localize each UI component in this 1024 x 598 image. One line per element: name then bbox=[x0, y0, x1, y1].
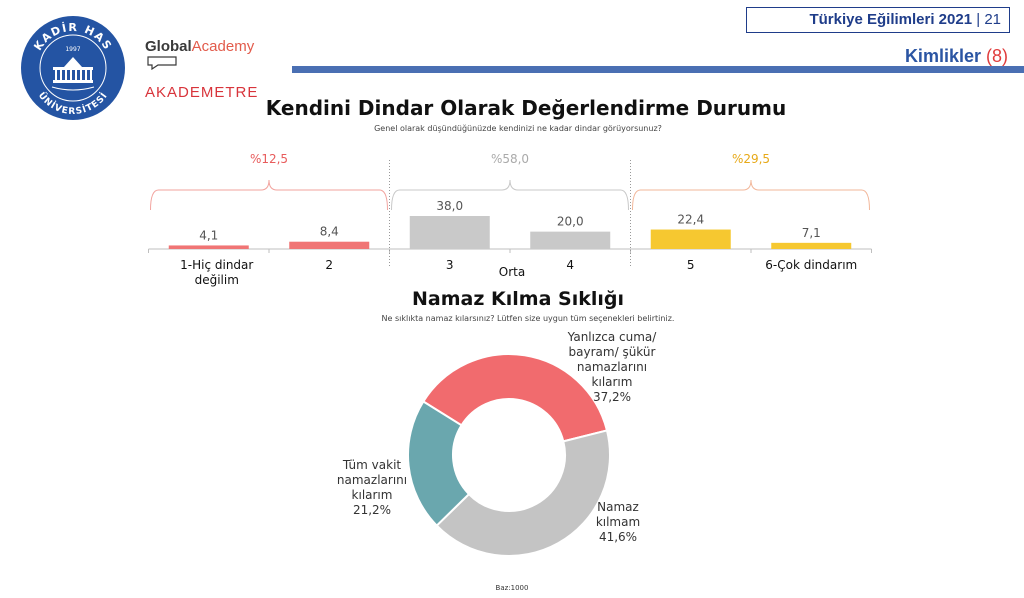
slice-category-label: Yanlızca cuma/ bbox=[567, 330, 658, 344]
title-separator: | bbox=[976, 11, 981, 28]
bar-value-label: 22,4 bbox=[677, 213, 704, 227]
category-label: 1-Hiç dindar bbox=[180, 258, 253, 272]
global-academy-logo: GlobalAcademy bbox=[145, 38, 254, 55]
section-name: Kimlikler bbox=[904, 46, 981, 66]
building-icon bbox=[51, 57, 95, 91]
category-label: 4 bbox=[566, 258, 574, 272]
category-label: 2 bbox=[325, 258, 333, 272]
slice-category-label: Namaz bbox=[597, 500, 639, 514]
category-label: değilim bbox=[195, 273, 239, 287]
slice-category-label: kılarım bbox=[352, 488, 393, 502]
slice-category-label: kılmam bbox=[596, 515, 640, 529]
section-number: (8) bbox=[986, 46, 1008, 66]
bar bbox=[168, 245, 249, 249]
chart2-subtitle: Ne sıklıkta namaz kılarsınız? Lütfen siz… bbox=[381, 314, 675, 323]
group-total-label: %12,5 bbox=[250, 152, 288, 166]
donut-slice bbox=[421, 353, 609, 443]
slice-category-label: namazlarını bbox=[337, 473, 407, 487]
university-seal-logo: KADİR HAS ÜNİVERSİTESİ 1997 bbox=[21, 16, 125, 120]
base-note: Baz:1000 bbox=[495, 584, 529, 592]
chart1-subtitle: Genel olarak düşündüğünüzde kendinizi ne… bbox=[374, 124, 662, 133]
slice-category-label: Tüm vakit bbox=[342, 458, 402, 472]
donut-slice bbox=[435, 429, 611, 557]
group-bracket bbox=[150, 179, 388, 211]
bar bbox=[771, 242, 852, 249]
group-total-label: %58,0 bbox=[491, 152, 529, 166]
group-bracket bbox=[632, 179, 870, 211]
header-bar bbox=[292, 66, 1024, 73]
slice-category-label: bayram/ şükür bbox=[569, 345, 656, 359]
akademetre-logo: AKADEMETRE bbox=[145, 84, 259, 101]
seal-year: 1997 bbox=[65, 46, 80, 53]
slice-category-label: kılarım bbox=[592, 375, 633, 389]
bar-value-label: 8,4 bbox=[320, 225, 339, 239]
bar-value-label: 7,1 bbox=[802, 226, 821, 240]
group-total-label: %29,5 bbox=[732, 152, 770, 166]
page-number: 21 bbox=[984, 11, 1001, 28]
category-label: 3 bbox=[446, 258, 454, 272]
category-label: 6-Çok dindarım bbox=[765, 258, 857, 272]
report-title-box: Türkiye Eğilimleri 2021 | 21 bbox=[746, 7, 1010, 33]
chart1-title: Kendini Dindar Olarak Değerlendirme Duru… bbox=[265, 96, 787, 120]
bar-value-label: 38,0 bbox=[436, 199, 463, 213]
slice-value-label: 41,6% bbox=[599, 530, 637, 544]
middle-label: Orta bbox=[499, 265, 525, 279]
slice-category-label: namazlarını bbox=[577, 360, 647, 374]
donut-slice bbox=[407, 400, 471, 527]
global-logo-text-b: Academy bbox=[191, 38, 255, 55]
chart2-title: Namaz Kılma Sıklığı bbox=[412, 288, 624, 310]
bar-value-label: 4,1 bbox=[199, 228, 218, 242]
bar bbox=[650, 229, 731, 249]
bar bbox=[530, 231, 611, 249]
bar-value-label: 20,0 bbox=[557, 215, 584, 229]
speech-bubble-icon bbox=[147, 56, 177, 70]
global-logo-text-a: Global bbox=[145, 38, 192, 55]
section-label: Kimlikler (8) bbox=[905, 46, 1008, 67]
group-bracket bbox=[391, 179, 629, 211]
category-label: 5 bbox=[687, 258, 695, 272]
report-title: Türkiye Eğilimleri 2021 bbox=[809, 11, 973, 28]
slice-value-label: 37,2% bbox=[593, 390, 631, 404]
bar bbox=[409, 216, 490, 249]
bar bbox=[289, 241, 370, 249]
slice-value-label: 21,2% bbox=[353, 503, 391, 517]
